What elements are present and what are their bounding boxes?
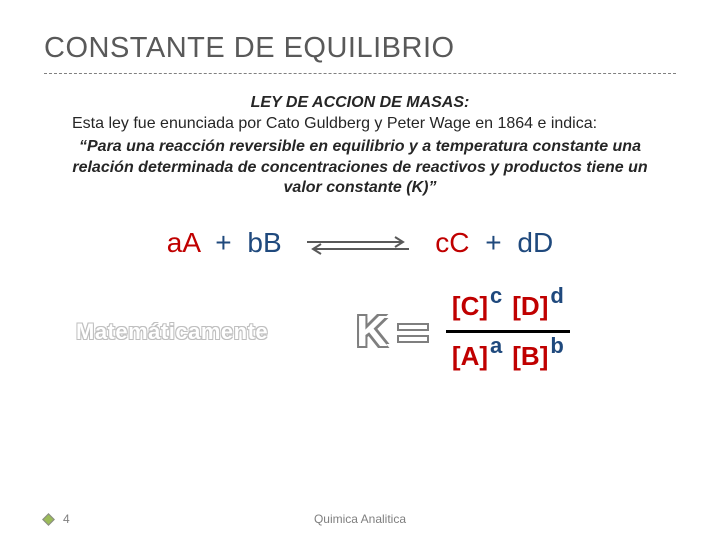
intro-text: Esta ley fue enunciada por Cato Guldberg…	[44, 114, 676, 135]
slide-container: CONSTANTE DE EQUILIBRIO LEY DE ACCION DE…	[0, 0, 720, 540]
footer-text: Quimica Analitica	[44, 512, 676, 526]
coef-d: d	[517, 227, 533, 258]
coef-c: c	[435, 227, 449, 258]
species-A: A	[182, 227, 199, 258]
chemical-equation: aA + bB cC + dD	[44, 227, 676, 259]
equilibrium-fraction: [C]c [D]d [A]a [B]b	[446, 287, 570, 376]
plus-left: +	[215, 227, 231, 258]
coef-a: a	[167, 227, 183, 258]
math-expression-row: Matemáticamente K [C]c [D]d [A]a [B]b	[44, 287, 676, 376]
conc-C: [C]c	[452, 291, 502, 322]
conc-A: [A]a	[452, 341, 502, 372]
fraction-denominator: [A]a [B]b	[446, 337, 570, 376]
species-C: C	[449, 227, 469, 258]
page-number: 4	[63, 512, 70, 526]
fraction-numerator: [C]c [D]d	[446, 287, 570, 326]
plus-right: +	[485, 227, 501, 258]
k-equation-block: K [C]c [D]d [A]a [B]b	[356, 287, 570, 376]
law-heading: LEY DE ACCION DE MASAS:	[44, 94, 676, 112]
equals-icon	[396, 312, 430, 352]
quote-text: “Para una reacción reversible en equilib…	[44, 137, 676, 199]
math-label: Matemáticamente	[76, 319, 268, 345]
coef-b: b	[247, 227, 263, 258]
equilibrium-arrows-icon	[303, 234, 413, 256]
conc-B: [B]b	[512, 341, 564, 372]
species-D: D	[533, 227, 553, 258]
slide-footer: 4 Quimica Analitica	[44, 512, 676, 526]
k-symbol: K	[356, 307, 388, 357]
species-B: B	[263, 227, 282, 258]
conc-D: [D]d	[512, 291, 564, 322]
slide-title: CONSTANTE DE EQUILIBRIO	[44, 32, 676, 65]
title-divider	[44, 73, 676, 74]
page-marker-icon	[42, 513, 55, 526]
